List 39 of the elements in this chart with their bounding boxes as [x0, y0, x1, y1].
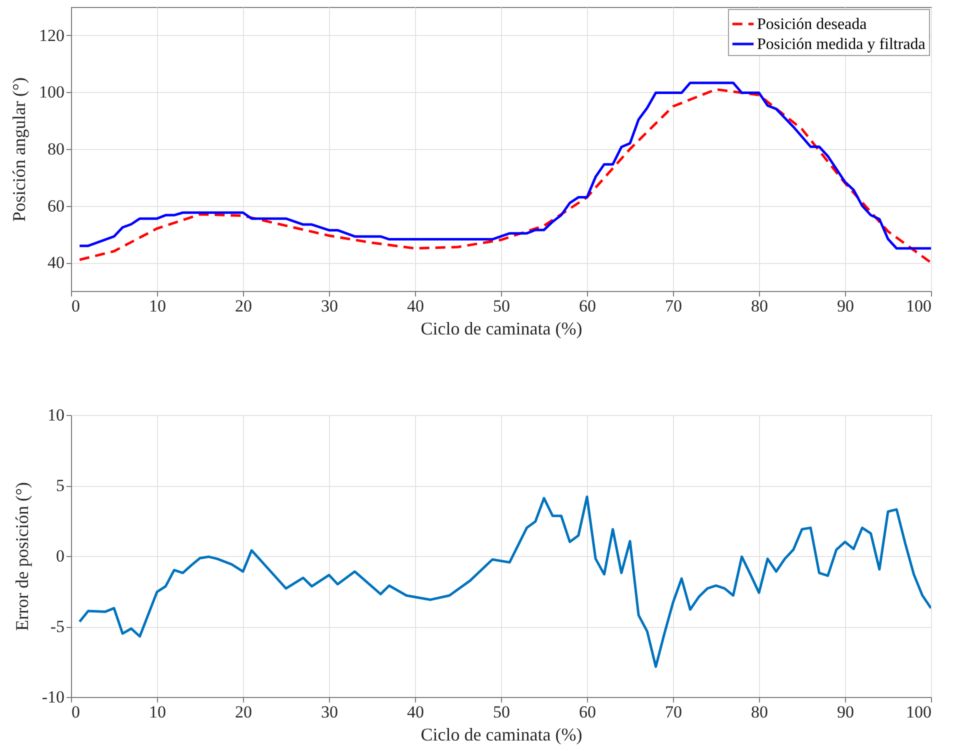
y-tick-label: 5 [56, 476, 64, 495]
x-tick-label: 20 [235, 702, 252, 722]
x-tick-label: 100 [906, 702, 932, 722]
x-tick-label: 30 [321, 296, 338, 316]
x-tick-label: 0 [72, 296, 80, 316]
y-axis-title: Posición angular (°) [9, 77, 29, 222]
x-tick-label: 10 [149, 702, 166, 722]
y-tick-label: 10 [48, 406, 64, 424]
x-tick-label: 10 [149, 296, 166, 316]
y-tick-label: 100 [39, 82, 64, 102]
y-tick-label: -10 [42, 688, 64, 706]
x-tick-label: 40 [407, 702, 424, 722]
y-axis-title: Error de posición (°) [12, 482, 32, 631]
y-tick-label: 80 [48, 140, 64, 158]
x-tick-label: 50 [493, 296, 510, 316]
x-tick-label: 20 [235, 296, 252, 316]
y-tick-label: -5 [50, 617, 64, 636]
y-tick-label: 0 [56, 546, 64, 566]
legend-label: Posición medida y filtrada [757, 36, 926, 53]
x-tick-label: 70 [665, 296, 682, 316]
x-tick-label: 30 [321, 702, 338, 722]
x-tick-label: 60 [579, 702, 596, 722]
x-tick-label: 50 [493, 702, 510, 722]
x-axis-title: Ciclo de caminata (%) [420, 724, 582, 744]
x-tick-label: 100 [906, 296, 932, 316]
x-tick-label: 90 [837, 702, 854, 722]
x-tick-label: 40 [407, 296, 424, 316]
x-tick-label: 60 [579, 296, 596, 316]
y-tick-label: 40 [48, 253, 64, 272]
x-tick-label: 90 [837, 296, 854, 316]
x-tick-label: 80 [751, 296, 768, 316]
line-series [78, 496, 931, 668]
x-tick-label: 0 [72, 702, 80, 722]
x-axis-title: Ciclo de caminata (%) [420, 318, 582, 338]
y-tick-label: 120 [39, 26, 64, 45]
y-tick-label: 60 [48, 196, 64, 216]
x-tick-label: 70 [665, 702, 682, 722]
legend-label: Posición deseada [757, 16, 867, 33]
x-tick-label: 80 [751, 702, 768, 722]
